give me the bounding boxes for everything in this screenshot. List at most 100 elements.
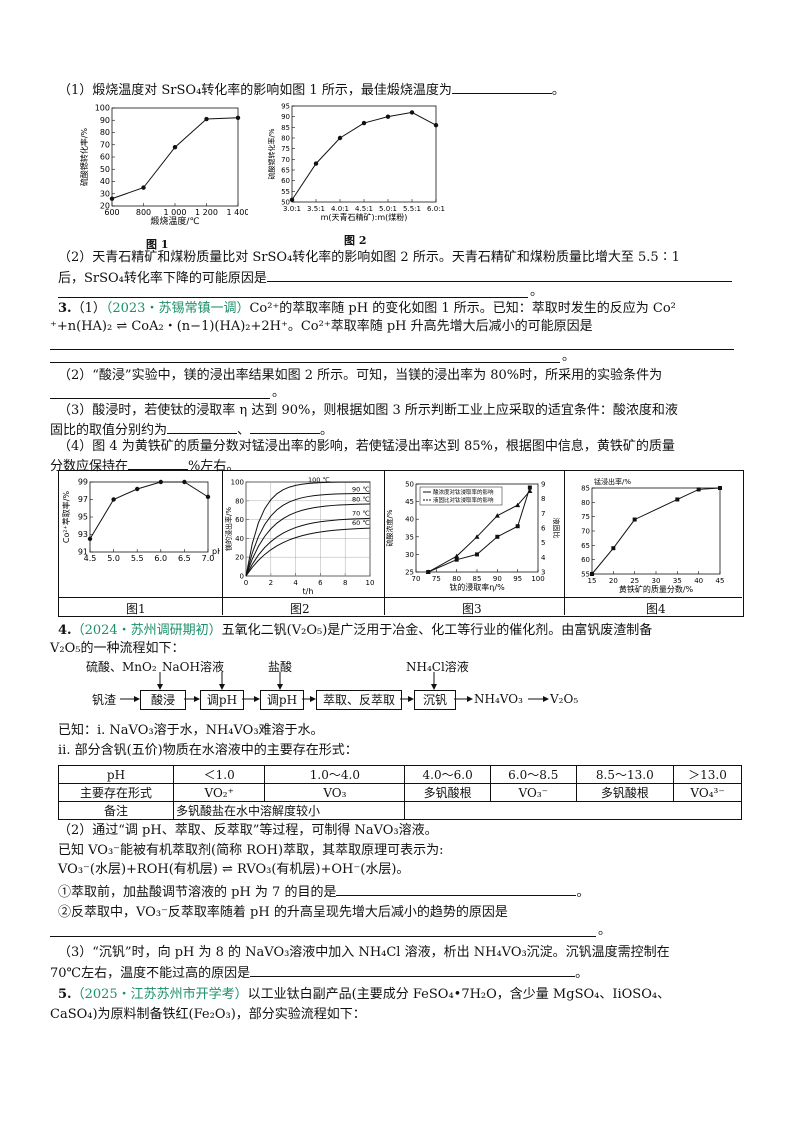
plot-frame bbox=[111, 107, 239, 207]
q4-known-1: 已知：ⅰ. NaVO₃溶于水，NH₄VO₃难溶于水。 bbox=[58, 723, 324, 738]
top-fig1-series-line bbox=[111, 117, 239, 200]
figure-row-sep bbox=[222, 470, 223, 615]
figure-row-sep bbox=[384, 470, 385, 615]
y-tick-label: 70 bbox=[281, 156, 290, 164]
figure-caption-1: 图1 bbox=[126, 602, 146, 616]
q4-part2e: ②反萃取中，VO₃⁻反萃取率随着 pH 的升高呈现先增大后减小的趋势的原因是 bbox=[58, 905, 508, 920]
fig3-acid-series-line bbox=[428, 487, 531, 573]
answer-line[interactable] bbox=[50, 349, 734, 350]
x-tick-label: 40 bbox=[694, 577, 703, 585]
y2-tick-label: 6 bbox=[541, 525, 546, 533]
x-tick-label: 80 bbox=[452, 575, 461, 583]
table-cell: 4.0～6.0 bbox=[404, 765, 491, 784]
x-tick-label: 3.0:1 bbox=[283, 205, 301, 213]
fig1-series-point bbox=[87, 536, 93, 542]
flow-box-extract: 萃取、反萃取 bbox=[316, 690, 402, 710]
punct: 。 bbox=[530, 284, 544, 299]
figure-row-caption-divider bbox=[58, 597, 742, 598]
answer-blank[interactable] bbox=[167, 420, 238, 434]
legend-box bbox=[419, 486, 503, 506]
y-tick-label: 50 bbox=[100, 165, 110, 174]
answer-blank[interactable] bbox=[451, 80, 552, 94]
y-tick-label: 60 bbox=[281, 177, 290, 185]
flow-arrows bbox=[120, 672, 549, 702]
table-cell: 主要存在形式 bbox=[58, 783, 174, 802]
answer-blank[interactable] bbox=[250, 963, 576, 977]
fig4-series-point bbox=[611, 546, 616, 551]
answer-line[interactable] bbox=[50, 936, 596, 937]
y-tick-label: 70 bbox=[100, 140, 110, 149]
figure-1-chart: 4.5 5.0 5.5 6.0 6.5 7.0 91 93 95 97 99 Co²⁺萃取率/% pH bbox=[61, 478, 220, 564]
y-tick-label: 80 bbox=[581, 499, 590, 507]
x-tick-label: 75 bbox=[432, 575, 441, 583]
y-tick-label: 40 bbox=[235, 535, 244, 543]
x-tick-label: 5.0 bbox=[107, 554, 120, 563]
y-tick-label: 45 bbox=[405, 498, 414, 506]
y-tick-label: 60 bbox=[581, 556, 590, 564]
fig1-series-point bbox=[111, 497, 116, 502]
flow-box-acid-leach: 酸浸 bbox=[140, 690, 186, 710]
top-figure-1: 600 800 1 000 1 200 1 400 20 30 40 50 60 70 80 90 100… bbox=[79, 104, 248, 228]
x-tick-label: 800 bbox=[136, 208, 151, 217]
answer-line[interactable] bbox=[50, 362, 560, 363]
q3-line1-text: Co²⁺的萃取率随 pH 的变化如图 1 所示。已知：萃取时发生的反应为 Co² bbox=[249, 301, 676, 316]
y-axis-label: 锰浸出率/% bbox=[594, 477, 631, 486]
fig3-ratio-series-point bbox=[494, 513, 500, 518]
x-tick-label: 45 bbox=[716, 577, 725, 585]
x-tick-label: 6.5 bbox=[178, 554, 191, 563]
figure-row-sep bbox=[564, 470, 565, 615]
flow-box-adjust-ph-1: 调pH bbox=[200, 690, 244, 710]
q5-line1: 5.（2025・江苏苏州市开学考）以工业钛白副产品(主要成分 FeSO₄•7H₂… bbox=[58, 986, 670, 1004]
answer-line[interactable] bbox=[50, 398, 270, 399]
punct: 、 bbox=[237, 423, 251, 438]
y-tick-label: 20 bbox=[100, 202, 110, 211]
answer-blank[interactable] bbox=[128, 456, 189, 470]
answer-blank[interactable] bbox=[250, 420, 321, 434]
answer-blank[interactable] bbox=[336, 882, 577, 896]
y-axis-label: 镁的浸出率/% bbox=[224, 507, 233, 551]
top-fig2-series-line bbox=[291, 111, 437, 201]
fig4-series-point bbox=[718, 486, 722, 490]
y-axis-label: 硫酸锶转化率/% bbox=[267, 128, 276, 179]
punct: 。 bbox=[575, 966, 589, 981]
punct: 。 bbox=[598, 923, 612, 938]
x-tick-label: 4 bbox=[293, 579, 298, 587]
y-tick-label: 80 bbox=[100, 128, 110, 137]
q4-part2c: VO₃⁻(水层)+ROH(有机层) ⇌ RVO₃(有机层)+OH⁻(水层)。 bbox=[58, 862, 410, 877]
y-tick-label: 30 bbox=[100, 189, 110, 198]
fig1-series-line bbox=[89, 481, 209, 540]
y-tick-label: 40 bbox=[405, 516, 414, 524]
table-cell: ＞13.0 bbox=[673, 765, 742, 784]
flow-product-2: V₂O₅ bbox=[550, 692, 579, 706]
fig3-acid-series-point bbox=[475, 552, 479, 557]
fig3-ratio-series-line bbox=[427, 490, 531, 573]
x-tick-label: 25 bbox=[630, 577, 639, 585]
y-axis-label: 硫酸浓度/% bbox=[386, 509, 394, 546]
y-tick-label: 75 bbox=[281, 145, 290, 153]
fig3-ratio-series-point bbox=[474, 534, 480, 539]
fig1-series-point bbox=[135, 486, 140, 492]
answer-blank[interactable] bbox=[266, 268, 732, 282]
table-row: 备注 多钒酸盐在水中溶解度较小 bbox=[58, 801, 742, 820]
y-axis-label: Co²⁺萃取率/% bbox=[61, 491, 71, 544]
answer-line[interactable] bbox=[58, 297, 528, 298]
table-cell-empty bbox=[404, 801, 742, 820]
q3-part3b: 固比的取值分别约为 、 。 bbox=[50, 420, 333, 440]
y-tick-label: 90 bbox=[281, 113, 290, 121]
top-fig2-series-point bbox=[313, 161, 319, 166]
q4-part3b: 70℃左右，温度不能过高的原因是 。 bbox=[50, 963, 588, 983]
figure-3-chart: 70 75 80 85 90 95 100253035404550钛的浸取率η/%硫酸浓度/… bbox=[386, 481, 561, 593]
y-tick-label: 55 bbox=[281, 188, 290, 196]
fig2-series-line bbox=[245, 481, 371, 577]
top-fig2-series-point bbox=[289, 197, 295, 203]
flow-box-adjust-ph-2: 调pH bbox=[260, 690, 304, 710]
x-tick-label: 1 000 bbox=[164, 208, 187, 217]
series-label: 60 ℃ bbox=[352, 519, 370, 527]
q5-line1-text: 以工业钛白副产品(主要成分 FeSO₄•7H₂O，含少量 MgSO₄、IiOSO… bbox=[247, 987, 671, 1002]
y-tick-label: 50 bbox=[281, 199, 290, 207]
q4-part2b: 已知 VO₃⁻能被有机萃取剂(简称 ROH)萃取，其萃取原理可表示为: bbox=[58, 843, 444, 858]
y-tick-label: 60 bbox=[235, 516, 244, 524]
q5-source: （2025・江苏苏州市开学考） bbox=[71, 987, 248, 1002]
q4-line1: 4.（2024・苏州调研期初）五氧化二钒(V₂O₅)是广泛用于冶金、化工等行业的… bbox=[58, 622, 652, 640]
y-tick-label: 0 bbox=[240, 573, 244, 581]
